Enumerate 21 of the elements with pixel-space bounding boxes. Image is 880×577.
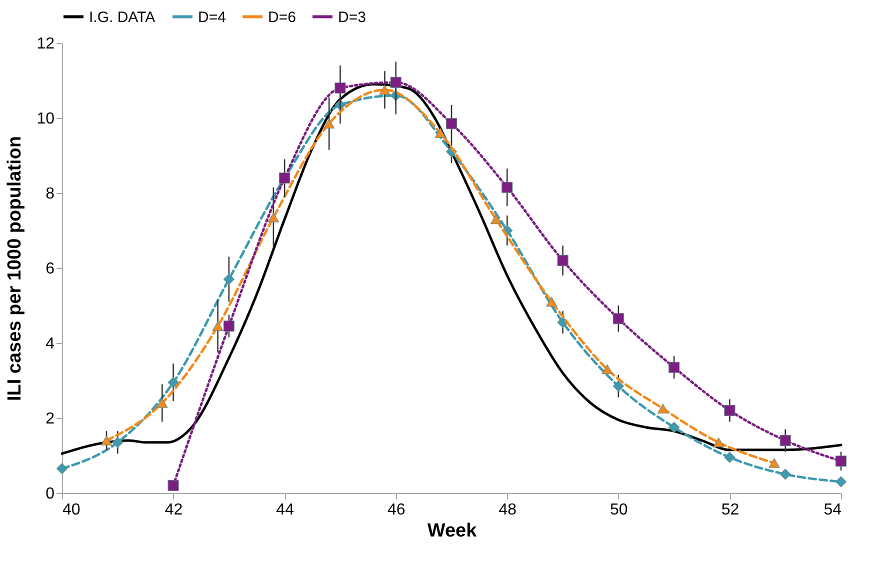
legend-label: D=6 [268, 8, 296, 26]
x-tick-label: 42 [164, 502, 183, 518]
x-tick-label: 52 [721, 502, 740, 518]
y-tick-label: 12 [36, 36, 55, 52]
legend-label: D=3 [338, 8, 366, 26]
x-tick-label: 54 [824, 502, 842, 518]
x-tick-label: 44 [276, 502, 294, 518]
y-tick-label: 4 [46, 336, 55, 352]
x-tick-label: 48 [498, 502, 517, 518]
legend-label: I.G. DATA [89, 8, 156, 26]
x-axis-title: Week [427, 520, 478, 542]
y-tick-label: 2 [46, 410, 55, 428]
x-tick-label: 50 [610, 502, 628, 518]
y-tick-label: 8 [46, 186, 55, 202]
y-tick-label: 0 [46, 486, 55, 502]
y-tick-label: 6 [46, 260, 55, 278]
x-tick-label: 40 [62, 502, 80, 518]
y-tick-label: 10 [36, 110, 55, 128]
x-tick-label: 46 [387, 502, 406, 518]
legend-label: D=4 [198, 8, 226, 26]
y-axis-title: ILI cases per 1000 population [4, 136, 26, 402]
